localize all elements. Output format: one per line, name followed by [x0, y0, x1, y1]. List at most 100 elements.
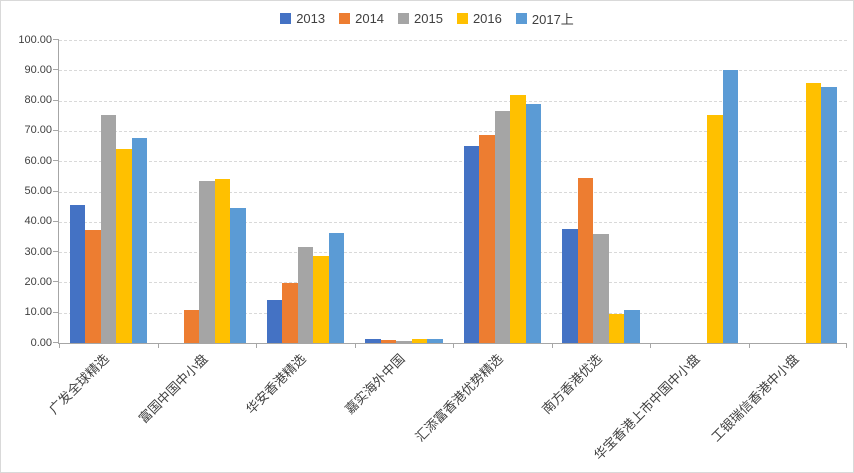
bar-2016 — [411, 339, 427, 343]
legend-label: 2017上 — [531, 12, 574, 27]
bar-2014 — [85, 229, 101, 343]
gridline — [59, 312, 847, 314]
x-axis-tick — [453, 343, 454, 348]
y-axis-tick — [53, 311, 59, 313]
bar-2017上 — [230, 207, 246, 343]
y-axis-tick — [53, 39, 59, 40]
legend-swatch-icon — [398, 13, 410, 24]
y-tick-label: 100.00 — [18, 33, 52, 46]
bar-group — [256, 40, 355, 343]
bar-2017上 — [624, 310, 640, 343]
x-category-label: 南方香港优选 — [538, 351, 605, 417]
plot-area — [53, 39, 848, 348]
x-axis-tick — [256, 343, 257, 348]
legend-swatch-icon — [515, 13, 527, 24]
gridline — [59, 252, 847, 254]
y-axis-tick — [53, 251, 59, 253]
legend-swatch-icon — [339, 13, 351, 24]
y-tick-label: 70.00 — [24, 124, 52, 137]
legend-item-2017上: 2017上 — [515, 9, 574, 28]
legend-item-2016: 2016 — [456, 11, 502, 26]
gridline — [59, 70, 847, 72]
bar-2014 — [183, 309, 199, 343]
x-axis-tick — [59, 343, 60, 348]
legend-label: 2015 — [414, 11, 443, 26]
x-category-label: 华宝香港上市中国中小盘 — [591, 351, 703, 463]
x-category-label: 富国中国中小盘 — [135, 351, 211, 427]
bar-2013 — [562, 229, 578, 343]
bar-group — [650, 40, 749, 343]
y-axis-tick — [53, 190, 59, 192]
y-tick-label: 80.00 — [24, 94, 52, 107]
gridline — [59, 100, 847, 102]
bar-2013 — [266, 299, 282, 343]
bar-2014 — [577, 178, 593, 343]
bar-2017上 — [525, 103, 541, 343]
y-tick-label: 90.00 — [24, 63, 52, 76]
gridline — [59, 221, 847, 223]
y-tick-label: 60.00 — [24, 154, 52, 167]
gridline — [59, 130, 847, 132]
y-tick-label: 50.00 — [24, 185, 52, 197]
bar-2013 — [69, 204, 85, 343]
y-axis-tick — [53, 342, 59, 343]
bar-2013 — [365, 339, 381, 343]
bar-2014 — [380, 339, 396, 343]
y-axis-tick — [53, 220, 59, 222]
y-axis-tick — [53, 69, 59, 71]
bar-group — [453, 40, 552, 343]
legend-item-2015: 2015 — [398, 11, 443, 26]
bar-group — [552, 40, 651, 343]
bar-2016 — [510, 95, 526, 343]
bar-2014 — [479, 135, 495, 343]
x-category-label: 工银瑞信香港中小盘 — [708, 351, 802, 445]
x-axis-tick — [650, 343, 651, 348]
gridline — [59, 161, 847, 163]
bar-2016 — [116, 149, 132, 343]
legend-swatch-icon — [456, 13, 468, 24]
bar-2013 — [463, 146, 479, 343]
gridline — [59, 191, 847, 193]
y-axis-tick — [53, 129, 59, 131]
bar-group — [355, 40, 454, 343]
y-tick-label: 0.00 — [30, 336, 52, 349]
x-category-label: 华安香港精选 — [243, 351, 309, 417]
bar-group — [749, 40, 848, 343]
y-axis-tick — [53, 99, 59, 101]
bar-2015 — [396, 340, 412, 343]
y-axis-tick — [53, 281, 59, 283]
bar-2016 — [805, 82, 821, 343]
bar-2016 — [608, 313, 624, 343]
x-axis-tick — [846, 343, 847, 348]
bar-group — [59, 40, 158, 343]
gridline — [59, 282, 847, 284]
y-tick-label: 30.00 — [24, 245, 52, 258]
x-category-label: 汇添富香港优势精选 — [412, 351, 506, 445]
bar-2017上 — [821, 86, 837, 343]
y-tick-label: 40.00 — [24, 215, 52, 228]
bar-2015 — [297, 246, 313, 343]
legend-label: 2014 — [355, 11, 385, 26]
bar-2015 — [100, 114, 116, 343]
legend-item-2014: 2014 — [339, 11, 384, 26]
chart-legend: 2013 2014 2015 2016 2017上 — [1, 9, 853, 28]
legend-swatch-icon — [280, 13, 292, 24]
y-axis-tick — [53, 160, 59, 162]
x-axis-tick — [354, 343, 356, 348]
bar-2016 — [707, 114, 723, 343]
bar-2017上 — [722, 70, 738, 343]
gridline — [59, 40, 847, 41]
x-category-label: 广发全球精选 — [46, 351, 112, 417]
bar-2016 — [214, 179, 230, 343]
x-axis-tick — [551, 343, 553, 348]
x-axis-tick — [748, 343, 750, 348]
legend-label: 2013 — [296, 11, 326, 26]
bar-2017上 — [131, 137, 147, 343]
legend-item-2013: 2013 — [280, 11, 325, 26]
y-tick-label: 20.00 — [24, 275, 52, 288]
bar-2015 — [494, 111, 510, 343]
legend-label: 2016 — [472, 11, 502, 26]
bar-2016 — [313, 255, 329, 343]
y-tick-label: 10.00 — [24, 306, 52, 319]
